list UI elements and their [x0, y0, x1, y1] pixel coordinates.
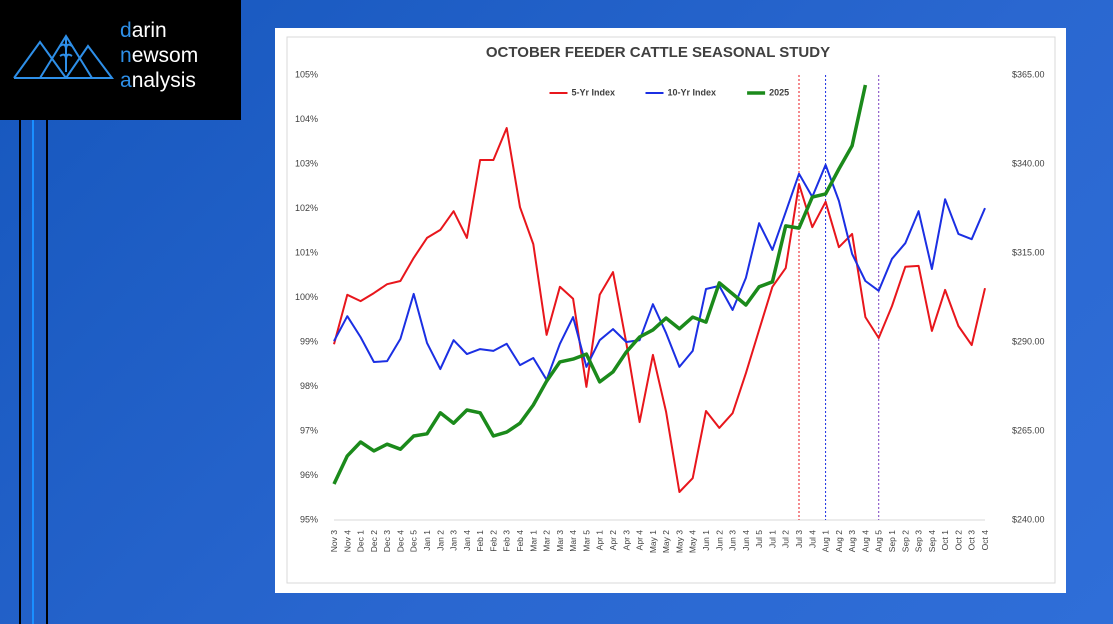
x-tick-label: Dec 5	[409, 530, 419, 552]
y2-tick-label: $340.00	[1012, 158, 1045, 168]
x-tick-label: Dec 2	[369, 530, 379, 552]
chart-panel: OCTOBER FEEDER CATTLE SEASONAL STUDY 95%…	[275, 28, 1066, 593]
y-tick-label: 101%	[295, 247, 318, 257]
x-tick-label: May 2	[661, 530, 671, 553]
y-tick-label: 102%	[295, 203, 318, 213]
x-tick-label: Dec 3	[382, 530, 392, 552]
x-tick-label: Feb 3	[502, 530, 512, 552]
x-tick-label: Oct 3	[967, 530, 977, 551]
y2-tick-label: $290.00	[1012, 336, 1045, 346]
logo-line: darin	[120, 19, 167, 42]
x-tick-label: Jul 5	[754, 530, 764, 548]
x-tick-label: Mar 4	[568, 530, 578, 552]
x-tick-label: May 3	[674, 530, 684, 553]
y-tick-label: 104%	[295, 114, 318, 124]
legend-label: 2025	[769, 87, 789, 97]
x-tick-label: Jun 3	[728, 530, 738, 551]
y-tick-label: 97%	[300, 425, 318, 435]
logo-icon	[13, 34, 114, 79]
x-tick-label: Jan 3	[449, 530, 459, 551]
legend-label: 5-Yr Index	[572, 87, 616, 97]
x-tick-label: Aug 2	[834, 530, 844, 552]
x-tick-label: Sep 1	[887, 530, 897, 552]
y-tick-label: 105%	[295, 69, 318, 79]
x-tick-label: Feb 4	[515, 530, 525, 552]
x-tick-label: Aug 4	[860, 530, 870, 552]
x-tick-label: Sep 3	[914, 530, 924, 552]
y-tick-label: 99%	[300, 336, 318, 346]
chart-title: OCTOBER FEEDER CATTLE SEASONAL STUDY	[486, 44, 830, 61]
logo-line: newsom	[120, 44, 199, 67]
chart-border	[286, 36, 1056, 584]
x-tick-label: Apr 2	[608, 530, 618, 551]
x-tick-label: Mar 5	[581, 530, 591, 552]
x-tick-label: Jan 4	[462, 530, 472, 551]
y-tick-label: 103%	[295, 158, 318, 168]
x-tick-label: Oct 2	[953, 530, 963, 551]
x-tick-label: Feb 1	[475, 530, 485, 552]
logo-text: darin newsom analysis	[120, 18, 198, 93]
x-tick-label: Oct 4	[980, 530, 990, 551]
series-line	[333, 163, 986, 381]
decor-lines	[19, 120, 48, 624]
legend-label: 10-Yr Index	[668, 87, 717, 97]
series-line	[333, 127, 986, 493]
x-tick-label: Jul 1	[767, 530, 777, 548]
y2-tick-label: $365.00	[1012, 69, 1045, 79]
logo: darin newsom analysis	[0, 0, 241, 120]
x-tick-label: Jan 2	[435, 530, 445, 551]
x-tick-label: Aug 3	[847, 530, 857, 552]
x-tick-label: Jul 2	[781, 530, 791, 548]
x-tick-label: Nov 4	[342, 530, 352, 552]
x-tick-label: Jun 2	[714, 530, 724, 551]
y-tick-label: 95%	[300, 514, 318, 524]
y-tick-label: 100%	[295, 292, 318, 302]
x-tick-label: Apr 1	[595, 530, 605, 551]
y-tick-label: 98%	[300, 381, 318, 391]
x-tick-label: Apr 3	[621, 530, 631, 551]
x-tick-label: Apr 4	[635, 530, 645, 551]
x-tick-label: Sep 2	[900, 530, 910, 552]
x-tick-label: Jul 4	[807, 530, 817, 548]
x-tick-label: Sep 4	[927, 530, 937, 552]
x-tick-label: Dec 1	[356, 530, 366, 552]
chart: OCTOBER FEEDER CATTLE SEASONAL STUDY 95%…	[286, 36, 1056, 584]
x-tick-label: Feb 2	[488, 530, 498, 552]
x-tick-label: Jun 1	[701, 530, 711, 551]
x-tick-label: Mar 3	[555, 530, 565, 552]
logo-line: analysis	[120, 69, 196, 92]
x-tick-label: May 4	[688, 530, 698, 553]
x-tick-label: Mar 2	[542, 530, 552, 552]
x-tick-label: Mar 1	[528, 530, 538, 552]
x-tick-label: Jun 4	[741, 530, 751, 551]
y2-tick-label: $315.00	[1012, 247, 1045, 257]
x-tick-label: Jan 1	[422, 530, 432, 551]
x-tick-label: May 1	[648, 530, 658, 553]
x-tick-label: Aug 5	[874, 530, 884, 552]
series-line	[332, 84, 868, 485]
y-tick-label: 96%	[300, 470, 318, 480]
x-tick-label: Aug 1	[821, 530, 831, 552]
y2-tick-label: $265.00	[1012, 425, 1045, 435]
x-tick-label: Nov 3	[329, 530, 339, 552]
x-tick-label: Jul 3	[794, 530, 804, 548]
y2-tick-label: $240.00	[1012, 514, 1045, 524]
x-tick-label: Oct 1	[940, 530, 950, 551]
x-tick-label: Dec 4	[395, 530, 405, 552]
